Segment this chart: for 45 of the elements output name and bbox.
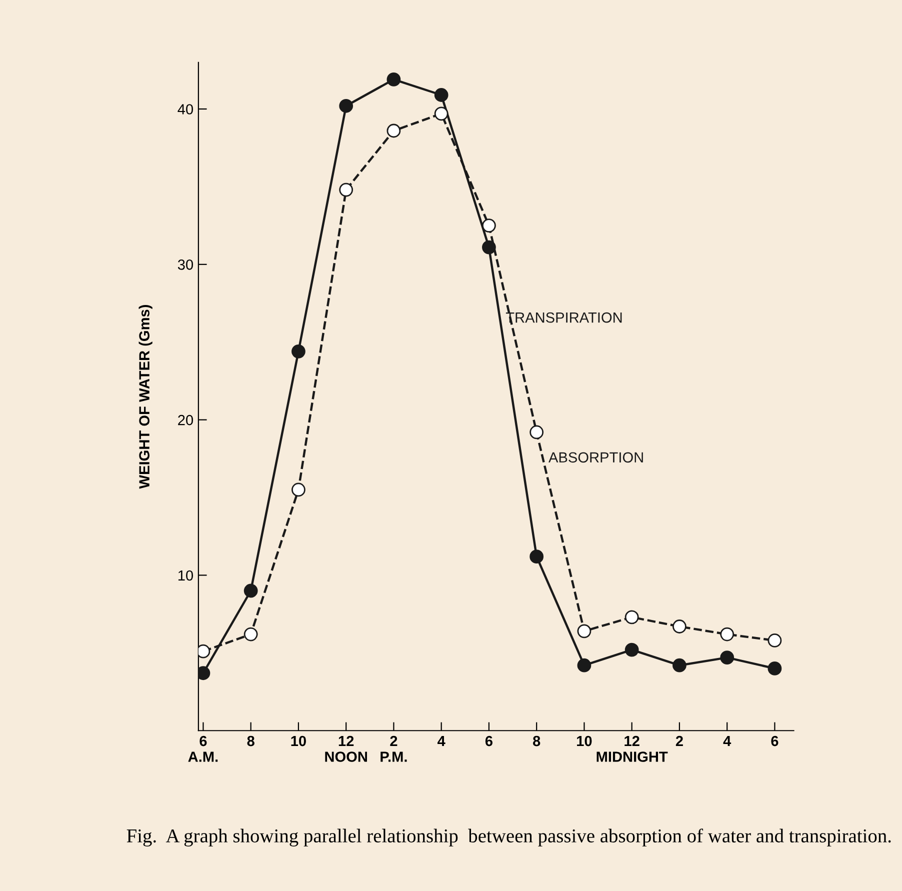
x-tick-label: 12 NOON — [325, 736, 367, 762]
x-tick-label: 8 — [247, 736, 254, 746]
y-tick-label: 10 — [178, 570, 194, 581]
point — [482, 218, 496, 232]
y-axis-title: WEIGHT OF WATER (Gms) — [138, 304, 152, 489]
x-tick-label: 2 P.M. — [380, 736, 407, 762]
point — [386, 72, 401, 86]
y-tick-label: 40 — [178, 104, 194, 114]
point — [530, 425, 544, 440]
point — [244, 627, 258, 642]
x-tick-label: 6 — [771, 736, 778, 746]
point — [768, 662, 782, 676]
x-tick-label: 10 — [577, 736, 592, 746]
x-tick-label: 6 A.M. — [188, 736, 218, 762]
series-label: ABSORPTION — [548, 452, 643, 463]
x-tick-label: 2 — [676, 736, 683, 746]
series-label: TRANSPIRATION — [506, 312, 622, 323]
x-tick-label: 6 — [485, 736, 492, 746]
point — [244, 584, 258, 598]
point — [624, 610, 639, 624]
x-tick-label: 4 — [437, 736, 446, 746]
x-tick-label: 8 — [532, 736, 540, 746]
point — [434, 106, 448, 121]
point — [339, 98, 354, 113]
point — [672, 658, 686, 672]
point — [482, 240, 496, 254]
point — [624, 642, 639, 657]
y-tick-label: 20 — [178, 414, 194, 426]
point — [434, 88, 448, 102]
point — [577, 624, 592, 638]
point — [292, 482, 306, 497]
x-tick-label: 12 MIDNIGHT — [596, 736, 668, 762]
point — [292, 344, 306, 358]
x-tick-label: 10 — [291, 736, 306, 746]
x-tick-label: 4 — [723, 736, 732, 746]
y-tick-label: 30 — [178, 260, 194, 270]
point — [720, 627, 734, 642]
point — [530, 550, 544, 564]
point — [339, 182, 354, 197]
point — [768, 634, 782, 648]
text: Fig. A graph showing parallel relationship between passive absorption of water and transpiration. — [126, 828, 891, 846]
point — [720, 650, 734, 665]
point — [672, 620, 686, 634]
point — [577, 658, 592, 672]
point — [386, 124, 401, 138]
